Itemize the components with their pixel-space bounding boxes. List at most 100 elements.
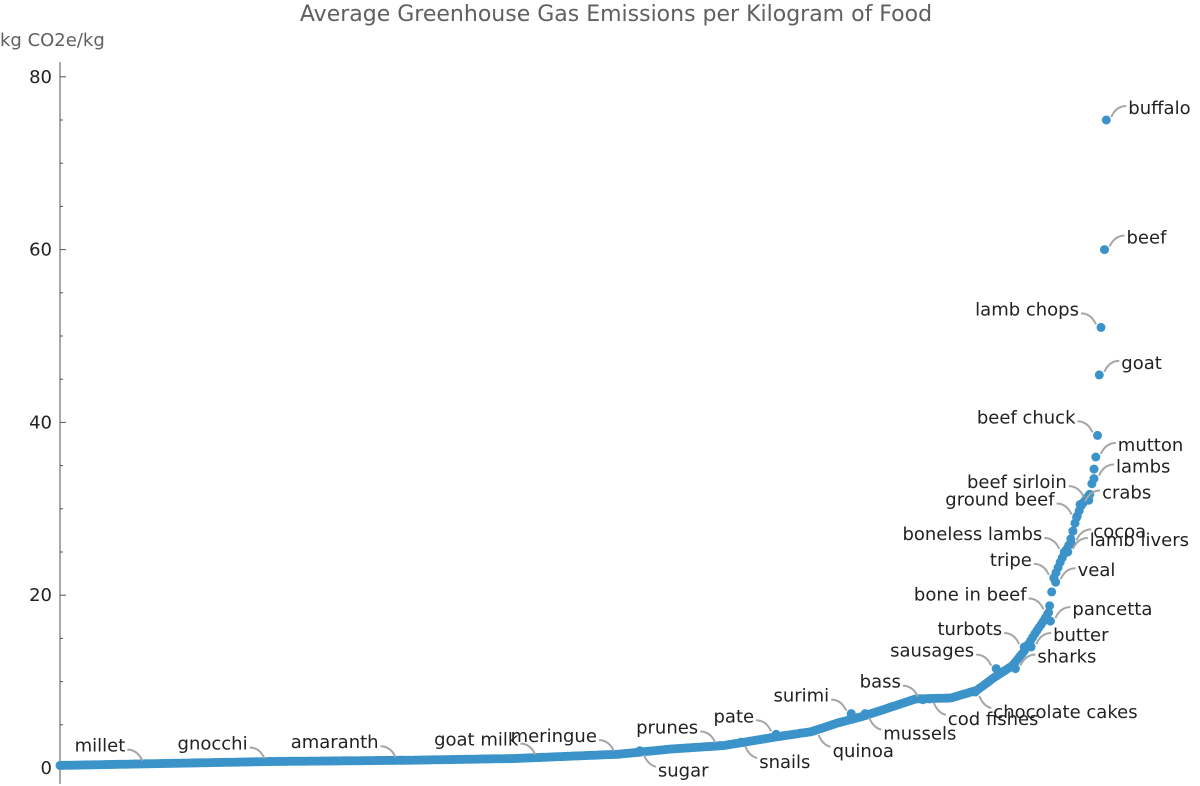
label-leader-line <box>1028 597 1045 610</box>
point-label: surimi <box>773 686 829 707</box>
point-label: bone in beef <box>914 585 1027 606</box>
point-label: pancetta <box>1072 599 1152 620</box>
label-leader-line <box>700 730 717 743</box>
data-point <box>1075 500 1085 509</box>
label-leader-line <box>1068 485 1085 498</box>
point-label: amaranth <box>291 732 379 753</box>
data-point <box>1026 642 1036 652</box>
label-leader-line <box>1103 359 1120 373</box>
data-point <box>614 749 624 759</box>
label-leader-line <box>976 653 993 667</box>
point-label: turbots <box>937 619 1002 640</box>
data-point <box>1093 430 1102 440</box>
data-point <box>918 695 928 705</box>
label-leader-line <box>868 717 882 731</box>
point-label: quinoa <box>833 741 894 762</box>
data-point <box>1072 512 1082 522</box>
data-point <box>1101 115 1111 125</box>
label-leader-line <box>598 739 615 752</box>
point-label: beef sirloin <box>967 472 1067 493</box>
point-label: buffalo <box>1128 98 1190 119</box>
point-label: snails <box>759 752 810 773</box>
data-point <box>991 664 1001 674</box>
data-point <box>925 694 935 704</box>
label-leader-line <box>1099 441 1116 455</box>
data-point <box>535 753 545 763</box>
label-leader-line <box>902 684 919 698</box>
label-leader-line <box>1108 234 1125 248</box>
data-point <box>1010 664 1020 674</box>
point-label: bass <box>860 672 901 693</box>
y-tick-label: 60 <box>29 240 52 261</box>
point-label: boneless lambs <box>902 524 1042 545</box>
data-point <box>635 746 645 756</box>
point-label: crabs <box>1102 483 1151 504</box>
data-point <box>1044 608 1054 617</box>
label-leader-line <box>1077 420 1094 433</box>
data-point <box>142 759 152 769</box>
label-leader-line <box>1019 653 1036 667</box>
y-tick-label: 0 <box>41 758 52 779</box>
data-point <box>1094 370 1104 380</box>
point-label: pate <box>714 706 755 727</box>
label-leader-line <box>1110 105 1127 118</box>
data-point <box>265 757 275 766</box>
data-point <box>1045 601 1055 611</box>
label-leader-line <box>1075 528 1092 541</box>
y-tick-label: 80 <box>29 67 52 88</box>
point-label: beef <box>1127 228 1168 249</box>
point-label: meringue <box>511 726 597 747</box>
label-leader-line <box>932 702 947 716</box>
label-leader-line <box>1054 606 1071 619</box>
data-point <box>1068 526 1078 536</box>
data-point <box>715 741 725 750</box>
point-label: lamb livers <box>1090 530 1189 551</box>
point-label: mutton <box>1118 435 1183 456</box>
data-point <box>396 755 406 765</box>
data-point <box>1045 616 1055 626</box>
data-point <box>771 729 781 739</box>
label-leader-line <box>1080 312 1097 325</box>
point-label: cocoa <box>1093 521 1146 542</box>
point-label: beef chuck <box>977 407 1076 428</box>
y-axis-label: kg CO2e/kg <box>0 30 105 51</box>
point-label: veal <box>1078 560 1116 581</box>
point-label: gnocchi <box>178 734 248 755</box>
data-point <box>1100 245 1109 255</box>
data-point <box>1047 587 1057 597</box>
data-point <box>810 726 820 736</box>
data-point <box>1063 547 1073 557</box>
label-leader-line <box>1004 632 1021 645</box>
label-leader-line <box>1035 632 1052 645</box>
label-leader-line <box>756 719 773 732</box>
data-point <box>1019 642 1029 652</box>
point-label: cod fishes <box>948 709 1039 730</box>
point-label: chocolate cakes <box>993 702 1137 723</box>
point-label: goat milk <box>434 730 519 751</box>
label-leader-line <box>831 698 848 712</box>
label-leader-line <box>1044 537 1061 550</box>
data-point <box>1091 452 1101 462</box>
point-label: lambs <box>1116 457 1170 478</box>
data-point <box>1051 577 1061 587</box>
label-leader-line <box>1059 567 1076 580</box>
point-label: sugar <box>658 761 709 782</box>
label-leader-line <box>817 734 831 748</box>
point-label: mussels <box>883 724 956 745</box>
label-leader-line <box>1071 537 1088 550</box>
point-label: butter <box>1053 625 1109 646</box>
label-leader-line <box>642 754 657 768</box>
chart-title: Average Greenhouse Gas Emissions per Kil… <box>299 2 933 27</box>
point-label: ground beef <box>945 489 1055 510</box>
data-point <box>1089 464 1099 474</box>
data-point <box>1096 322 1106 332</box>
data-point <box>860 709 870 719</box>
label-leader-line <box>127 748 144 762</box>
label-leader-line <box>744 745 758 760</box>
label-leader-line <box>249 746 266 759</box>
point-label: goat <box>1121 353 1162 374</box>
label-leader-line <box>978 695 992 709</box>
point-label: tripe <box>990 550 1032 571</box>
data-point <box>846 709 856 719</box>
